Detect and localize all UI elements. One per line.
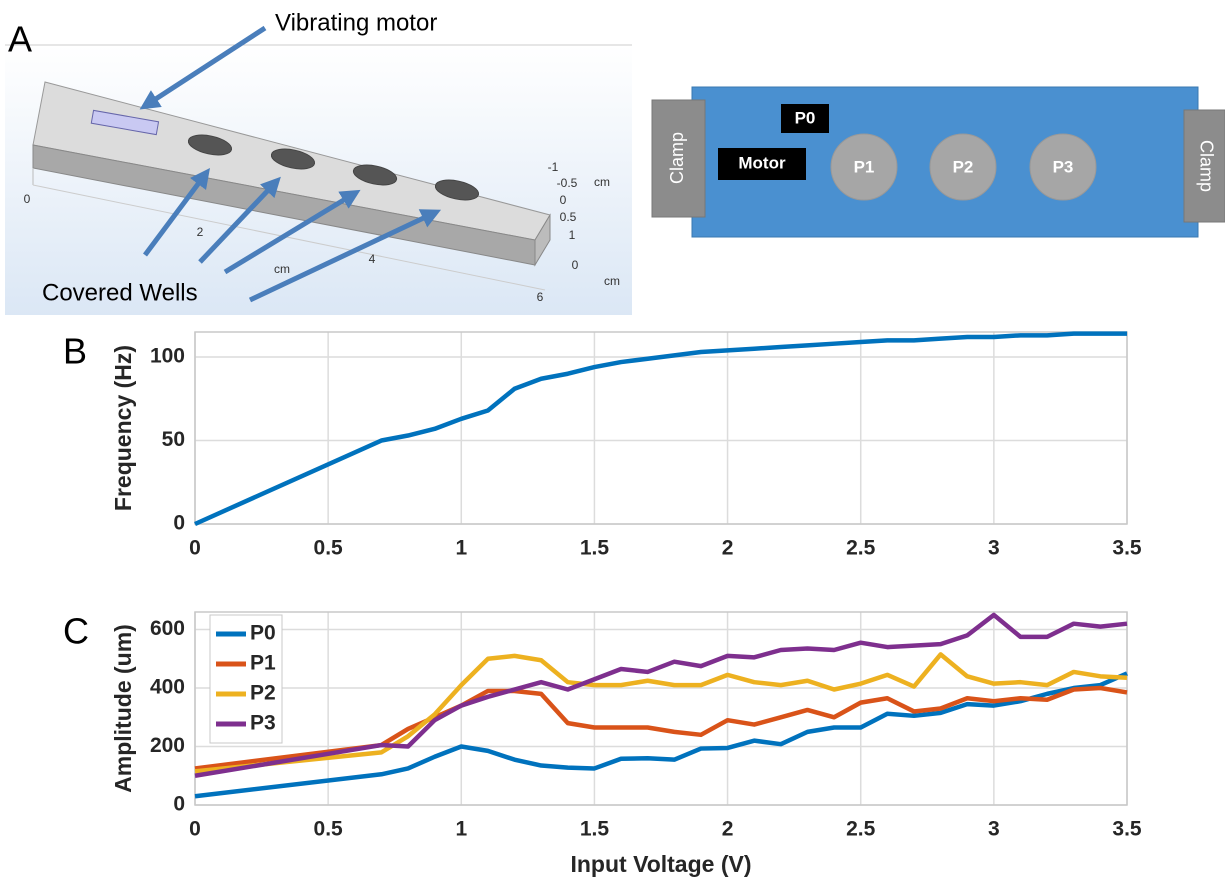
x-tick-label: 3 — [988, 818, 1000, 841]
y-tick-label: 100 — [150, 345, 185, 368]
panel-label: B — [63, 331, 87, 372]
render-axis-label: cm — [604, 274, 620, 288]
y-tick-label: 600 — [150, 617, 185, 640]
x-tick-label: 1 — [455, 537, 467, 560]
legend-label: P0 — [250, 622, 276, 645]
y-tick-label: 200 — [150, 734, 185, 757]
render: Vibrating motor Covered Wells — [5, 9, 632, 315]
panel-label: C — [63, 611, 89, 652]
y-tick-label: 400 — [150, 676, 185, 699]
x-tick-label: 2 — [722, 537, 734, 560]
clamp-label: Clamp — [667, 132, 687, 184]
panel-label: A — [8, 19, 32, 60]
p0-label: P0 — [795, 108, 816, 127]
render-axis-label: -1 — [548, 160, 559, 174]
well-label: P2 — [953, 157, 974, 176]
x-tick-label: 2.5 — [846, 818, 876, 841]
x-tick-label: 0 — [189, 537, 201, 560]
legend-label: P1 — [250, 652, 276, 675]
x-tick-label: 0.5 — [314, 818, 344, 841]
x-axis-title: Input Voltage (V) — [570, 851, 751, 877]
render-axis-label: 1 — [569, 228, 576, 242]
render-axis-label: -0.5 — [557, 176, 578, 190]
render-axis-label: 4 — [369, 252, 376, 266]
wells-label: Covered Wells — [42, 279, 198, 306]
render-axis-label: cm — [594, 175, 610, 189]
x-tick-label: 0 — [189, 818, 201, 841]
y-tick-label: 50 — [162, 428, 185, 451]
clamp-label: Clamp — [1196, 140, 1216, 192]
render-axis-label: 0 — [24, 192, 31, 206]
well-label: P1 — [854, 157, 875, 176]
x-tick-label: 1.5 — [580, 537, 610, 560]
x-tick-label: 2.5 — [846, 537, 876, 560]
y-tick-label: 0 — [173, 793, 185, 816]
plot-area — [195, 612, 1127, 805]
x-tick-label: 0.5 — [314, 537, 344, 560]
render-axis-label: 0 — [560, 193, 567, 207]
x-tick-label: 1.5 — [580, 818, 610, 841]
motor-box-label: Motor — [738, 153, 786, 172]
figure: Vibrating motor Covered Wells A Clamp Cl… — [0, 0, 1225, 884]
y-axis-title: Amplitude (um) — [110, 624, 136, 793]
legend-label: P2 — [250, 682, 276, 705]
render-axis-label: 6 — [537, 290, 544, 304]
well-label: P3 — [1053, 157, 1074, 176]
x-tick-label: 2 — [722, 818, 734, 841]
x-tick-label: 3 — [988, 537, 1000, 560]
motor-label: Vibrating motor — [275, 9, 437, 36]
legend-label: P3 — [250, 712, 276, 735]
schematic: Clamp Clamp P0 Motor P1 P2 P3 — [652, 87, 1225, 237]
render-axis-label: 0 — [572, 258, 579, 272]
render-axis-label: 0.5 — [560, 210, 577, 224]
render-axis-label: cm — [274, 262, 290, 276]
render-axis-label: 2 — [197, 225, 204, 239]
y-axis-title: Frequency (Hz) — [110, 345, 136, 511]
x-tick-label: 3.5 — [1112, 818, 1142, 841]
x-tick-label: 3.5 — [1112, 537, 1142, 560]
y-tick-label: 0 — [173, 512, 185, 535]
plot-area — [195, 332, 1127, 524]
x-tick-label: 1 — [455, 818, 467, 841]
